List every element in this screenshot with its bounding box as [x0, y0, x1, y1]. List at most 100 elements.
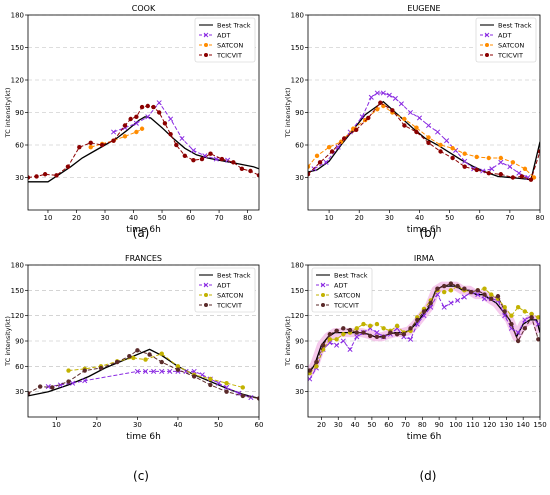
y-axis-label: TC intensity(kt)	[284, 88, 292, 139]
data-point-tcicvit	[317, 160, 323, 165]
y-tick-label: 30	[15, 174, 24, 182]
x-tick-label: 70	[401, 421, 410, 429]
data-point-adt	[392, 95, 398, 101]
x-tick-label: 30	[133, 421, 142, 429]
data-point-satcon	[375, 107, 380, 112]
data-point-tcicvit	[159, 359, 164, 365]
x-tick-label: 10	[325, 214, 334, 222]
data-point-tcicvit	[448, 281, 454, 286]
y-tick-label: 120	[291, 312, 304, 320]
legend-marker-tcicvit	[204, 53, 208, 57]
x-tick-label: 60	[475, 214, 484, 222]
chart-title: IRMA	[414, 254, 435, 263]
data-point-tcicvit	[482, 292, 487, 297]
data-point-satcon	[482, 286, 487, 291]
data-point-tcicvit	[314, 359, 319, 365]
data-point-tcicvit	[327, 332, 333, 337]
chart-panel-cook: COOK 30 60 90 120 150 180 10 20 30 40 50 60 70 80 time …	[4, 4, 260, 235]
plot-frame	[307, 14, 541, 211]
legend-marker-tcicvit	[485, 53, 489, 57]
data-point-satcon	[474, 154, 479, 160]
data-point-satcon	[143, 357, 148, 362]
data-point-tcicvit	[361, 330, 366, 335]
y-tick-label: 180	[11, 262, 24, 270]
data-point-adt	[168, 116, 174, 122]
x-axis-label: time 6h	[126, 225, 161, 235]
y-tick-label: 60	[15, 142, 24, 150]
data-point-tcicvit	[199, 156, 205, 162]
data-point-satcon	[122, 134, 128, 139]
data-point-tcicvit	[421, 309, 427, 314]
data-point-tcicvit	[489, 296, 494, 301]
data-point-satcon	[486, 155, 491, 161]
data-point-adt	[380, 90, 386, 96]
data-point-tcicvit	[498, 172, 504, 177]
data-point-adt	[142, 368, 149, 374]
data-point-adt	[407, 109, 413, 116]
data-point-satcon	[489, 292, 494, 297]
data-point-adt	[444, 138, 450, 144]
chart-panel-frances: FRANCES 30 60 90 120 150 180 10 20 30 40 50 60 time 6…	[4, 254, 263, 442]
data-point-adt	[515, 330, 521, 336]
legend-entry-best-track: Best Track	[217, 272, 251, 280]
data-point-adt	[475, 292, 481, 298]
data-point-tcicvit	[82, 368, 87, 373]
data-point-tcicvit	[455, 283, 460, 289]
data-point-satcon	[327, 337, 333, 342]
x-tick-label: 100	[449, 421, 462, 429]
data-point-tcicvit	[98, 365, 104, 371]
data-point-satcon	[502, 305, 507, 310]
data-point-satcon	[131, 355, 136, 361]
data-point-tcicvit	[248, 168, 253, 174]
x-tick-label: 50	[367, 421, 376, 429]
data-point-adt	[167, 368, 173, 374]
legend-box	[311, 267, 373, 313]
data-point-adt	[441, 304, 447, 310]
data-point-adt	[347, 346, 353, 352]
data-point-tcicvit	[88, 140, 93, 146]
data-point-adt	[522, 317, 528, 323]
data-point-tcicvit	[438, 149, 443, 154]
legend-entry-adt: ADT	[217, 282, 230, 290]
data-point-tcicvit	[329, 149, 335, 154]
data-point-tcicvit	[175, 367, 181, 372]
series-layer	[28, 348, 259, 401]
data-point-adt	[425, 122, 432, 129]
data-point-tcicvit	[308, 368, 312, 373]
data-point-adt	[507, 164, 513, 170]
data-point-satcon	[374, 321, 380, 327]
data-point-tcicvit	[468, 289, 474, 295]
legend-box	[194, 267, 256, 313]
data-point-adt	[340, 338, 346, 344]
x-tick-label: 30	[385, 214, 394, 222]
data-point-tcicvit	[394, 332, 400, 337]
x-tick-label: 110	[466, 421, 479, 429]
plot-frame	[307, 264, 541, 418]
series-line-best-track	[308, 100, 540, 181]
y-axis-label: TC intensity(kt)	[4, 88, 12, 139]
data-point-adt	[359, 114, 365, 120]
data-point-adt	[435, 129, 441, 135]
data-point-adt	[159, 368, 165, 374]
data-point-tcicvit	[50, 385, 55, 390]
data-point-tcicvit	[127, 354, 132, 359]
data-point-adt	[190, 147, 196, 153]
data-point-tcicvit	[341, 136, 347, 141]
data-point-tcicvit	[366, 115, 371, 121]
data-point-tcicvit	[415, 317, 420, 323]
data-point-tcicvit	[28, 175, 31, 180]
chart-panel-irma: IRMA 30 60 90 120 150 180 20 30 40 50 60 70 80 90 100 11…	[284, 254, 547, 442]
data-point-tcicvit	[519, 174, 525, 179]
data-point-tcicvit	[191, 157, 196, 163]
y-tick-label: 180	[291, 12, 304, 20]
data-point-satcon	[224, 381, 229, 386]
data-point-adt	[428, 304, 434, 310]
data-point-tcicvit	[474, 167, 479, 173]
panel-label: (c)	[133, 469, 149, 483]
legend-entry-best-track: Best Track	[217, 22, 251, 30]
legend: Best Track ADT SATCON TCICVIT	[475, 17, 537, 63]
data-point-tcicvit	[381, 334, 386, 339]
data-point-satcon	[334, 337, 339, 342]
data-point-satcon	[462, 151, 467, 156]
